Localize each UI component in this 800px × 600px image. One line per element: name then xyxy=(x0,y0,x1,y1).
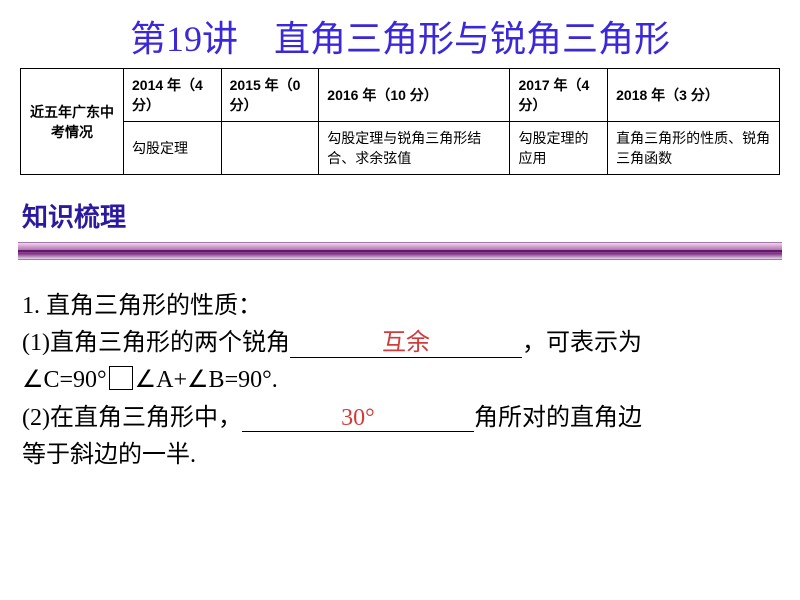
exam-history-table: 近五年广东中考情况 2014 年（4 分） 2015 年（0 分） 2016 年… xyxy=(20,68,780,175)
table-cell: 直角三角形的性质、锐角三角函数 xyxy=(608,122,780,175)
item2-post: 角所对的直角边 xyxy=(474,405,642,431)
row-header: 近五年广东中考情况 xyxy=(21,69,124,175)
title-suffix: 讲 直角三角形与锐角三角形 xyxy=(202,19,670,59)
table-cell: 勾股定理的应用 xyxy=(510,122,608,175)
fill-blank-2: 30° xyxy=(242,405,474,432)
content-item2: (2)在直角三角形中，30°角所对的直角边 xyxy=(22,400,778,437)
item2-pre: (2)在直角三角形中， xyxy=(22,405,242,431)
content-line1: 1. 直角三角形的性质： xyxy=(22,288,778,325)
table-row: 勾股定理 勾股定理与锐角三角形结合、求余弦值 勾股定理的应用 直角三角形的性质、… xyxy=(21,122,780,175)
fill-blank-1: 互余 xyxy=(290,330,522,357)
content-item2-line2: 等于斜边的一半. xyxy=(22,437,778,474)
item1-line2-post: ∠A+∠B=90°. xyxy=(135,367,278,393)
col-header: 2018 年（3 分） xyxy=(608,69,780,122)
content-item1-line2: ∠C=90° ∠A+∠B=90°. xyxy=(22,362,778,399)
col-header: 2016 年（10 分） xyxy=(319,69,510,122)
table-cell: 勾股定理 xyxy=(124,122,222,175)
title-prefix: 第 xyxy=(130,19,166,59)
checkbox-icon xyxy=(109,366,133,390)
content-item1: (1)直角三角形的两个锐角互余，可表示为 xyxy=(22,325,778,362)
decorative-divider xyxy=(18,242,782,260)
col-header: 2015 年（0 分） xyxy=(221,69,319,122)
table-row: 近五年广东中考情况 2014 年（4 分） 2015 年（0 分） 2016 年… xyxy=(21,69,780,122)
content-body: 1. 直角三角形的性质： (1)直角三角形的两个锐角互余，可表示为 ∠C=90°… xyxy=(22,288,778,474)
col-header: 2017 年（4 分） xyxy=(510,69,608,122)
section-heading: 知识梳理 xyxy=(22,197,800,234)
item1-line2-pre: ∠C=90° xyxy=(22,367,107,393)
page-title: 第19讲 直角三角形与锐角三角形 xyxy=(0,0,800,68)
table-cell xyxy=(221,122,319,175)
item1-post: ，可表示为 xyxy=(522,330,642,356)
item1-pre: (1)直角三角形的两个锐角 xyxy=(22,330,290,356)
title-number: 19 xyxy=(166,19,202,59)
col-header: 2014 年（4 分） xyxy=(124,69,222,122)
table-cell: 勾股定理与锐角三角形结合、求余弦值 xyxy=(319,122,510,175)
